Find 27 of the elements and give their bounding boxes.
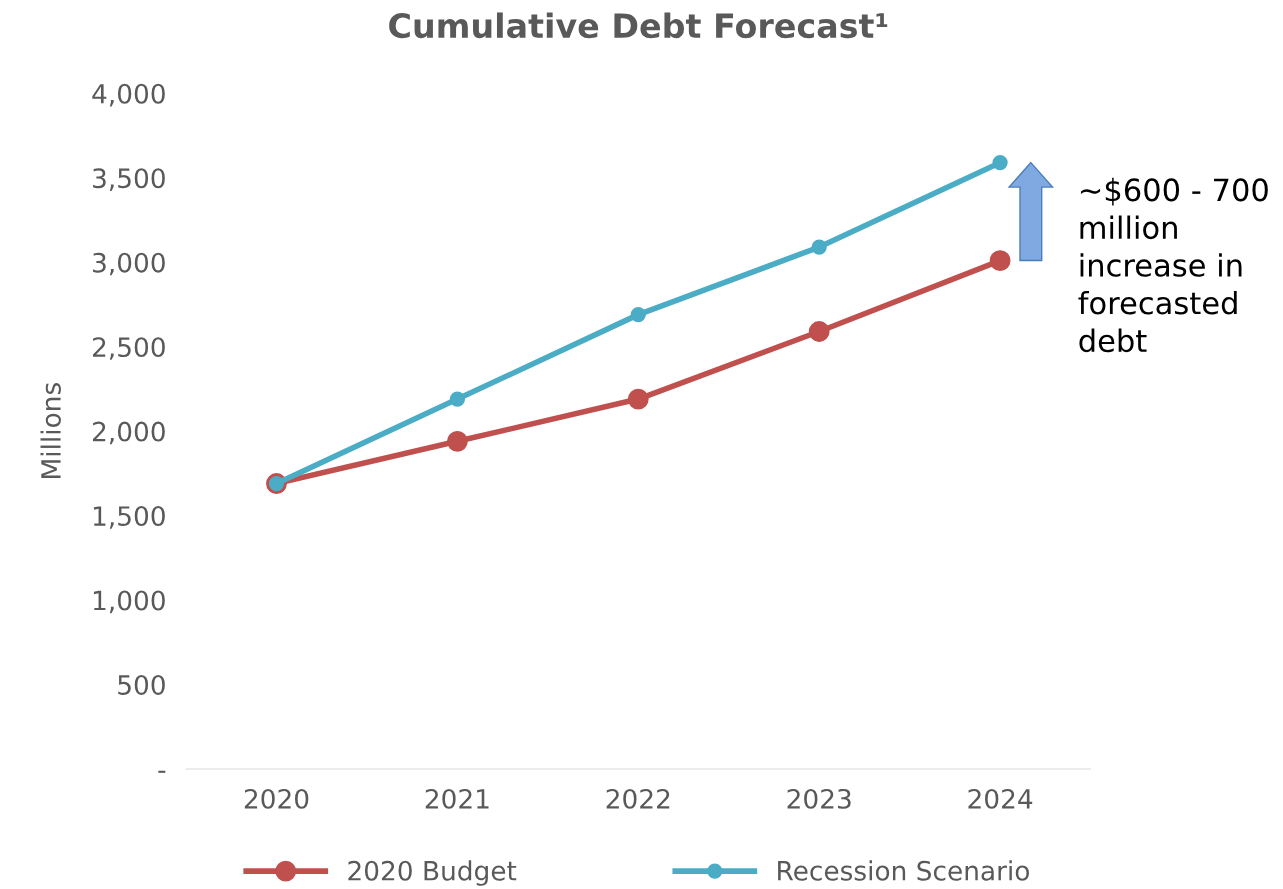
point [627,388,649,410]
chart-title: Cumulative Debt Forecast¹ [389,12,888,39]
point [808,321,830,342]
y-tick-label: 2,000 [92,421,165,445]
y-axis-title: Millions [40,383,61,478]
point [449,391,466,407]
point [811,239,827,255]
x-tick-label: 2021 [425,788,489,809]
x-tick-label: 2020 [244,788,309,809]
y-tick-label: 500 [118,674,165,695]
x-tick-label: 2024 [968,788,1033,809]
point [630,306,646,323]
x-tick-label: 2022 [606,788,670,809]
y-tick-label: - [158,770,166,773]
y-tick-label: 2,500 [92,337,165,360]
annotation: ~$600 - 700 million increase in forecasted debt [1078,177,1268,353]
y-tick-label: 4,000 [92,83,165,107]
y-tick-label: 3,000 [93,252,165,276]
y-tick-label: 3,500 [93,168,165,191]
x-tick-label: 2023 [787,788,851,809]
point [989,250,1011,271]
point [992,154,1008,171]
point [446,430,468,452]
y-tick-label: 1,500 [93,506,165,529]
legend-label: 2020 Budget [348,860,517,886]
legend-label: Recession Scenario [778,860,1029,881]
y-tick-label: 1,000 [93,590,165,614]
